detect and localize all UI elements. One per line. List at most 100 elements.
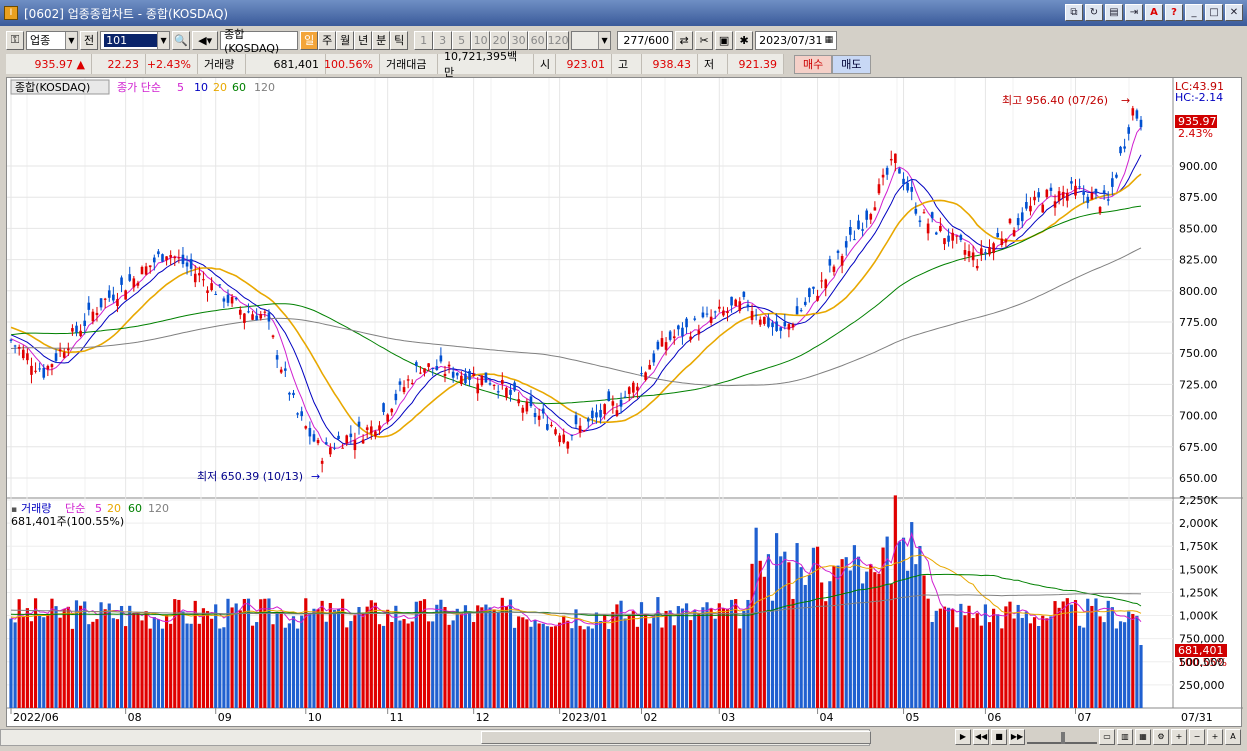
volume-bar — [46, 613, 50, 708]
sell-button[interactable]: 매도 — [832, 54, 871, 74]
candle-body — [447, 364, 451, 367]
volume-bar — [128, 605, 132, 708]
link-icon[interactable]: ⧉ — [1065, 4, 1083, 21]
volume-current-label: 681,401주(100.55%) — [11, 515, 124, 528]
volume-bar — [283, 627, 287, 708]
search-icon[interactable]: 🔍 — [172, 30, 191, 50]
candle-body — [550, 424, 553, 427]
candle-body — [824, 279, 828, 289]
horizontal-scrollbar[interactable] — [0, 729, 871, 746]
tab-interval-10[interactable]: 10 — [471, 30, 491, 50]
add-icon[interactable]: + — [1207, 729, 1223, 745]
window-split-icon[interactable]: ▥ — [1117, 729, 1133, 745]
close-button[interactable]: ✕ — [1225, 4, 1243, 21]
volume-bar — [504, 606, 508, 708]
volume-bar — [1106, 600, 1110, 708]
window-tile-icon[interactable]: ▭ — [1099, 729, 1115, 745]
volume-bar — [807, 574, 811, 708]
chart-area[interactable]: 종합(KOSDAQ) 종가 단순 5 10 20 60 120 LC:43.91… — [6, 77, 1243, 728]
tab-interval-60[interactable]: 60 — [528, 30, 548, 50]
candle-body — [341, 447, 344, 449]
stop-icon[interactable]: ■ — [991, 729, 1007, 745]
zoom-slider[interactable] — [1027, 730, 1097, 744]
volume-bar — [762, 576, 766, 708]
volume-bar — [734, 599, 738, 708]
tab-interval-5[interactable]: 5 — [452, 30, 472, 50]
code-input[interactable]: 101 ▼ — [100, 30, 171, 50]
candle-body — [697, 330, 701, 335]
whole-button[interactable]: 전 — [80, 30, 99, 50]
scrollbar-thumb[interactable] — [481, 731, 871, 744]
lock-icon[interactable]: ⚿ — [6, 30, 24, 50]
tab-interval-3[interactable]: 3 — [433, 30, 453, 50]
candle-body — [26, 353, 29, 361]
tab-period-day[interactable]: 일 — [300, 30, 319, 50]
refresh-icon[interactable]: ↻ — [1085, 4, 1103, 21]
y-tick-label: 1,500K — [1179, 563, 1218, 576]
candle-body — [599, 409, 602, 418]
volume-bar — [279, 611, 283, 708]
tab-period-tick[interactable]: 틱 — [390, 30, 409, 50]
tab-interval-120[interactable]: 120 — [547, 30, 570, 50]
category-select[interactable]: 업종 ▼ — [26, 30, 78, 50]
volume-bar — [287, 623, 292, 708]
settings-icon[interactable]: ✱ — [735, 30, 754, 50]
x-tick-label: 09 — [218, 711, 232, 724]
custom-interval-select[interactable]: ▼ — [571, 30, 612, 50]
candle-body — [496, 391, 500, 393]
volume-bar — [856, 556, 861, 708]
zoom-in-icon[interactable]: + — [1171, 729, 1187, 745]
export-icon[interactable]: ⇥ — [1125, 4, 1143, 21]
candle-body — [83, 320, 86, 327]
chart-svg[interactable]: 종합(KOSDAQ) 종가 단순 5 10 20 60 120 LC:43.91… — [7, 78, 1243, 728]
tab-period-year[interactable]: 년 — [354, 30, 373, 50]
volume-bar — [295, 628, 300, 708]
settings-small-icon[interactable]: ⚙ — [1153, 729, 1169, 745]
sound-icon[interactable]: ◀▾ — [192, 30, 219, 50]
save-icon[interactable]: ▣ — [715, 30, 734, 50]
zoom-slider-handle[interactable] — [1061, 732, 1065, 744]
tab-interval-20[interactable]: 20 — [490, 30, 510, 50]
fast-forward-icon[interactable]: ▶▶ — [1009, 729, 1025, 745]
tab-period-week[interactable]: 주 — [318, 30, 337, 50]
price-panel-title-box[interactable] — [10, 79, 110, 95]
price-ma-60: 60 — [232, 81, 246, 94]
help-icon[interactable]: ? — [1165, 4, 1183, 21]
volume-bar — [115, 619, 120, 708]
print-icon[interactable]: ▤ — [1105, 4, 1123, 21]
count-field[interactable]: 277 /600 — [617, 30, 674, 50]
arrows-icon[interactable]: ⇄ — [675, 30, 694, 50]
hc-label: HC:-2.14 — [1175, 91, 1223, 104]
candle-body — [357, 421, 361, 427]
minimize-button[interactable]: _ — [1185, 4, 1203, 21]
volume-bar — [631, 611, 635, 708]
tab-period-minute[interactable]: 분 — [372, 30, 391, 50]
ma-line-120 — [10, 247, 1142, 387]
scissors-icon[interactable]: ✂ — [695, 30, 714, 50]
volume-bar — [320, 600, 324, 708]
zoom-out-icon[interactable]: − — [1189, 729, 1205, 745]
calendar-icon[interactable]: ▦ — [824, 35, 834, 45]
volume-bar — [1135, 615, 1139, 708]
buy-button[interactable]: 매수 — [794, 54, 833, 74]
volume-bar — [738, 628, 742, 708]
volume-bar — [779, 556, 783, 708]
date-field[interactable]: 2023/07/31 ▦ — [755, 30, 838, 50]
layout-icon[interactable]: ▦ — [1135, 729, 1151, 745]
maximize-button[interactable]: □ — [1205, 4, 1223, 21]
candle-body — [202, 279, 205, 281]
volume-bar — [99, 602, 103, 708]
text-tool-icon[interactable]: A — [1225, 729, 1241, 745]
candle-body — [746, 304, 750, 307]
play-icon[interactable]: ▶ — [955, 729, 971, 745]
volume-bar — [684, 603, 689, 708]
y-tick-label: 900.00 — [1179, 160, 1218, 173]
rewind-icon[interactable]: ◀◀ — [973, 729, 989, 745]
tab-interval-30[interactable]: 30 — [509, 30, 529, 50]
volume-bar — [508, 599, 513, 708]
tab-interval-1[interactable]: 1 — [414, 30, 434, 50]
tab-period-month[interactable]: 월 — [336, 30, 355, 50]
value-label: 거래대금 — [380, 54, 438, 74]
candle-body — [279, 369, 283, 373]
font-icon[interactable]: A — [1145, 4, 1163, 21]
